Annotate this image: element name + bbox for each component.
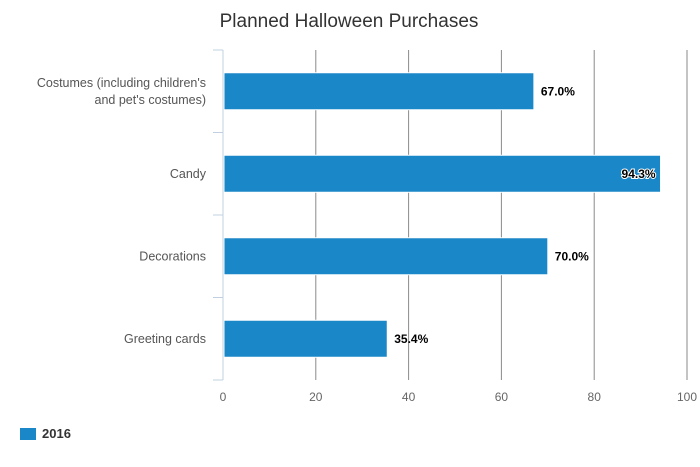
category-label: Decorations [139, 249, 206, 263]
bars [223, 72, 662, 358]
bar[interactable] [223, 72, 535, 111]
legend-label: 2016 [42, 426, 71, 441]
x-tick-label: 40 [402, 390, 416, 404]
data-labels: 67.0% 94.3% 70.0% 35.4% [394, 84, 657, 346]
category-label: Costumes (including children's [37, 76, 206, 90]
data-label: 35.4% [394, 332, 428, 346]
bar[interactable] [223, 154, 662, 193]
data-label: 94.3% [622, 167, 656, 181]
bar[interactable] [223, 319, 388, 358]
data-label: 70.0% [555, 249, 589, 263]
x-tick-label: 100 [677, 390, 697, 404]
legend[interactable]: 2016 [20, 426, 71, 441]
y-axis [213, 49, 224, 381]
x-tick-label: 60 [495, 390, 509, 404]
bar[interactable] [223, 237, 549, 276]
x-tick-label: 0 [220, 390, 227, 404]
category-labels: Costumes (including children's and pet's … [37, 76, 207, 346]
x-tick-label: 80 [588, 390, 602, 404]
category-label: Candy [170, 167, 207, 181]
category-label: Greeting cards [124, 332, 206, 346]
chart-title: Planned Halloween Purchases [220, 11, 479, 32]
data-label: 67.0% [541, 84, 575, 98]
category-label: and pet's costumes) [95, 93, 206, 107]
legend-swatch [20, 427, 36, 440]
x-tick-label: 20 [309, 390, 323, 404]
x-tick-labels: 0 20 40 60 80 100 [220, 390, 698, 404]
